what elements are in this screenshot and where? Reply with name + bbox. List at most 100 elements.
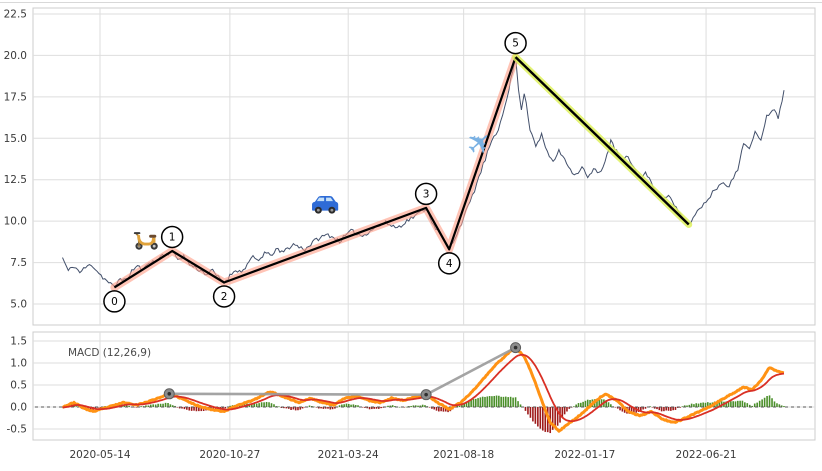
histogram-bar xyxy=(253,403,255,407)
histogram-bar xyxy=(610,404,612,407)
histogram-bar xyxy=(582,401,584,407)
histogram-bar xyxy=(428,407,431,408)
histogram-bar xyxy=(361,407,364,408)
histogram-bar xyxy=(470,399,472,407)
histogram-bar xyxy=(135,407,138,408)
price-panel: 5.0 7.5 10.0 12.5 15.0 17.5 20.0 22.5 0 1 2 3 4 5 xyxy=(4,7,816,326)
histogram-bar xyxy=(509,396,512,407)
histogram-bar xyxy=(472,399,475,407)
histogram-bar xyxy=(403,407,405,408)
histogram-bar xyxy=(551,407,554,430)
histogram-bar xyxy=(527,407,529,415)
histogram-bar xyxy=(614,407,617,408)
histogram-bar xyxy=(297,407,299,411)
histogram-bar xyxy=(440,407,442,412)
histogram-bar xyxy=(458,405,461,407)
histogram-bar xyxy=(290,407,292,410)
histogram-bar xyxy=(419,405,422,407)
histogram-bar xyxy=(140,406,142,407)
x-tick-label: 2021-08-18 xyxy=(433,449,494,461)
histogram-bar xyxy=(435,407,438,411)
histogram-bar xyxy=(534,407,537,424)
histogram-bar xyxy=(157,403,159,407)
wave-point-circle xyxy=(504,31,527,55)
histogram-bar xyxy=(229,405,231,407)
histogram-bar xyxy=(514,397,517,407)
histogram-bar xyxy=(517,401,519,407)
histogram-bar xyxy=(563,407,566,415)
histogram-bar xyxy=(704,402,707,407)
histogram-bar xyxy=(380,407,382,409)
x-tick-label: 2022-01-17 xyxy=(554,449,615,461)
histogram-bar xyxy=(421,404,424,407)
histogram-bar xyxy=(672,407,674,411)
histogram-bar xyxy=(484,396,486,407)
histogram-bar xyxy=(720,401,723,407)
y-tick-label: 7.5 xyxy=(10,257,27,269)
histogram-bar xyxy=(193,407,195,411)
histogram-bar xyxy=(299,407,302,410)
histogram-bar xyxy=(649,406,651,407)
histogram-bar xyxy=(463,403,466,407)
x-tick-label: 2022-06-21 xyxy=(676,449,737,461)
histogram-bar xyxy=(537,407,539,427)
histogram-bar xyxy=(771,398,773,407)
y-tick-label: 0.5 xyxy=(10,380,27,392)
histogram-bar xyxy=(75,406,78,407)
histogram-bar xyxy=(744,402,746,407)
histogram-bar xyxy=(681,406,684,407)
histogram-bar xyxy=(504,396,507,407)
histogram-bar xyxy=(524,407,527,411)
wave-point-number: 3 xyxy=(423,188,430,200)
histogram-bar xyxy=(373,407,375,409)
histogram-bar xyxy=(341,404,343,407)
y-tick-label: 1.0 xyxy=(10,358,27,370)
histogram-bar xyxy=(329,407,332,410)
histogram-bar xyxy=(741,400,744,407)
histogram-bar xyxy=(761,399,763,407)
histogram-bar xyxy=(709,402,711,407)
wave-point-number: 4 xyxy=(446,258,453,270)
histogram-bar xyxy=(718,401,721,407)
histogram-bar xyxy=(322,407,325,409)
histogram-bar xyxy=(250,403,253,407)
wave-point-marker-3: 3 xyxy=(414,182,438,206)
histogram-bar xyxy=(125,405,128,407)
wave-point-number: 2 xyxy=(221,291,228,303)
y-tick-label: 20.0 xyxy=(4,50,27,62)
histogram-bar xyxy=(331,407,334,410)
histogram-bar xyxy=(780,405,783,407)
histogram-bar xyxy=(320,407,322,409)
histogram-bar xyxy=(414,405,417,407)
histogram-bar xyxy=(324,407,327,409)
wave-point-marker-5: 5 xyxy=(504,31,527,55)
histogram-bar xyxy=(598,399,601,407)
wave-point-marker-2: 2 xyxy=(212,285,236,308)
histogram-bar xyxy=(417,405,419,407)
histogram-bar xyxy=(183,407,186,410)
y-tick-label: 0.0 xyxy=(10,402,27,414)
histogram-bar xyxy=(285,407,288,409)
histogram-bar xyxy=(693,404,695,407)
histogram-bar xyxy=(164,402,167,407)
histogram-bar xyxy=(465,401,468,407)
histogram-bar xyxy=(368,407,371,410)
y-tick-label: 5.0 xyxy=(10,299,27,311)
histogram-bar xyxy=(181,407,183,409)
histogram-bar xyxy=(190,407,193,411)
histogram-bar xyxy=(488,396,491,407)
histogram-bar xyxy=(308,405,311,407)
histogram-bar xyxy=(580,402,582,407)
histogram-bar xyxy=(674,407,677,410)
histogram-bar xyxy=(200,407,203,412)
post-wave5-trendline xyxy=(514,56,690,226)
histogram-bar xyxy=(586,399,589,407)
histogram-bar xyxy=(377,407,380,409)
histogram-bar xyxy=(255,403,258,407)
histogram-bar xyxy=(343,404,345,407)
histogram-bar xyxy=(630,407,633,414)
histogram-bar xyxy=(394,406,396,407)
x-tick-label: 2020-10-27 xyxy=(199,449,260,461)
histogram-bar xyxy=(389,405,392,407)
histogram-bar xyxy=(544,407,547,432)
